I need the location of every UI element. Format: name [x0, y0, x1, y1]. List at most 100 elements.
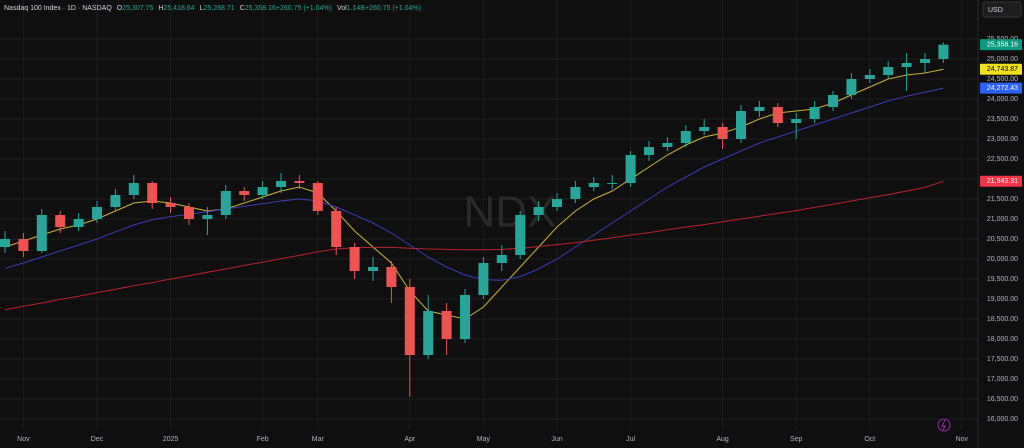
x-tick-label: Nov: [956, 436, 969, 443]
header-key: H: [158, 5, 163, 12]
candle-body: [533, 207, 544, 215]
candle-body: [92, 207, 102, 219]
price-tag-label: 25,358.16: [987, 42, 1018, 49]
y-tick-label: 22,500.00: [987, 156, 1018, 163]
y-tick-label: 20,000.00: [987, 256, 1018, 263]
candle-body: [736, 111, 746, 139]
candle-body: [644, 147, 654, 155]
y-tick-label: 16,500.00: [987, 396, 1018, 403]
x-tick-label: Apr: [404, 436, 416, 443]
header-value: 25,358.16: [245, 5, 276, 12]
candle-body: [202, 215, 213, 219]
candle-body: [331, 211, 342, 247]
header-line: Nasdaq 100 Index · 1D · NASDAQ O25,307.75…: [4, 5, 421, 12]
candle-body: [349, 247, 360, 271]
price-tag-label: 21,943.31: [987, 178, 1018, 185]
header-key: C: [240, 5, 245, 12]
candle-body: [772, 107, 783, 123]
candle-body: [588, 183, 599, 187]
candle-body: [791, 119, 802, 123]
y-tick-label: 23,000.00: [987, 136, 1018, 143]
grid: [0, 0, 978, 430]
header-key: L: [200, 5, 204, 12]
y-tick-label: 17,000.00: [987, 376, 1018, 383]
x-tick-label: Jun: [551, 436, 562, 443]
candle-body: [276, 181, 286, 187]
candle-body: [165, 203, 176, 207]
y-tick-label: 18,500.00: [987, 316, 1018, 323]
candle-body: [846, 79, 857, 95]
candle-body: [404, 287, 415, 355]
candle-body: [828, 95, 838, 107]
x-tick-label: Oct: [864, 436, 875, 443]
y-tick-label: 23,500.00: [987, 116, 1018, 123]
lightning-icon[interactable]: [937, 418, 951, 432]
moving-average: [4, 180, 944, 311]
candle-body: [423, 311, 434, 355]
candle-body: [312, 183, 323, 211]
candle-body: [55, 215, 66, 227]
candle-body: [699, 127, 710, 131]
header: Nasdaq 100 Index · 1D · NASDAQ O25,307.75…: [4, 5, 421, 12]
header-value: 25,418.64: [163, 5, 194, 12]
header-value: +260.75 (+1.04%): [276, 5, 332, 12]
candle-body: [809, 107, 820, 119]
y-tick-label: 18,000.00: [987, 336, 1018, 343]
x-tick-label: Feb: [257, 436, 269, 443]
x-tick-label: Mar: [312, 436, 325, 443]
symbol-title: Nasdaq 100 Index · 1D · NASDAQ: [4, 5, 112, 12]
currency: USD: [988, 7, 1003, 14]
y-tick-label: 21,000.00: [987, 216, 1018, 223]
candle-body: [110, 195, 121, 207]
y-tick-label: 24,000.00: [987, 96, 1018, 103]
y-tick-label: 20,500.00: [987, 236, 1018, 243]
header-value: +260.75 (+1.04%): [365, 5, 421, 12]
y-tick-label: 17,500.00: [987, 356, 1018, 363]
price-tag: [980, 175, 1022, 187]
x-tick-label: Nov: [17, 436, 30, 443]
candle-body: [441, 311, 452, 339]
candle-body: [938, 44, 949, 59]
candle-body: [0, 239, 10, 247]
candle-body: [184, 207, 194, 219]
candle-body: [220, 191, 231, 215]
candle-body: [662, 143, 673, 147]
candle-body: [147, 183, 158, 203]
candle-body: [570, 187, 581, 199]
price-tag-label: 24,743.87: [987, 66, 1018, 73]
y-tick-label: 25,000.00: [987, 56, 1018, 63]
candle-body: [754, 107, 765, 111]
x-tick-label: May: [477, 436, 491, 443]
candle-body: [625, 155, 636, 183]
y-tick-label: 21,500.00: [987, 196, 1018, 203]
price-tag-label: 24,272.43: [987, 85, 1018, 92]
price-tag: [980, 82, 1022, 94]
candle-body: [460, 295, 470, 339]
candle-body: [18, 239, 29, 251]
candle-body: [515, 215, 526, 255]
moving-average: [4, 87, 944, 281]
x-tick-label: Aug: [716, 436, 729, 443]
candle-body: [36, 215, 47, 251]
candle-body: [478, 263, 489, 295]
x-tick-label: Jul: [626, 436, 635, 443]
header-value: 1.14B: [347, 5, 366, 12]
header-value: 25,307.75: [122, 5, 153, 12]
x-tick-label: Dec: [91, 436, 104, 443]
x-tick-label: 2025: [163, 436, 179, 443]
price-tag: [980, 63, 1022, 75]
candle-body: [128, 183, 139, 195]
candle-body: [368, 267, 378, 271]
candle-body: [607, 183, 618, 184]
moving-average: [4, 68, 944, 320]
y-tick-label: 19,000.00: [987, 296, 1018, 303]
header-key: Vol: [337, 5, 347, 12]
candle-body: [717, 127, 728, 139]
currency-box[interactable]: [982, 1, 1022, 18]
y-tick-label: 24,500.00: [987, 76, 1018, 83]
candle-body: [552, 199, 562, 207]
header-key: O: [117, 5, 123, 12]
candle-body: [386, 267, 397, 287]
candle-body: [864, 75, 875, 79]
